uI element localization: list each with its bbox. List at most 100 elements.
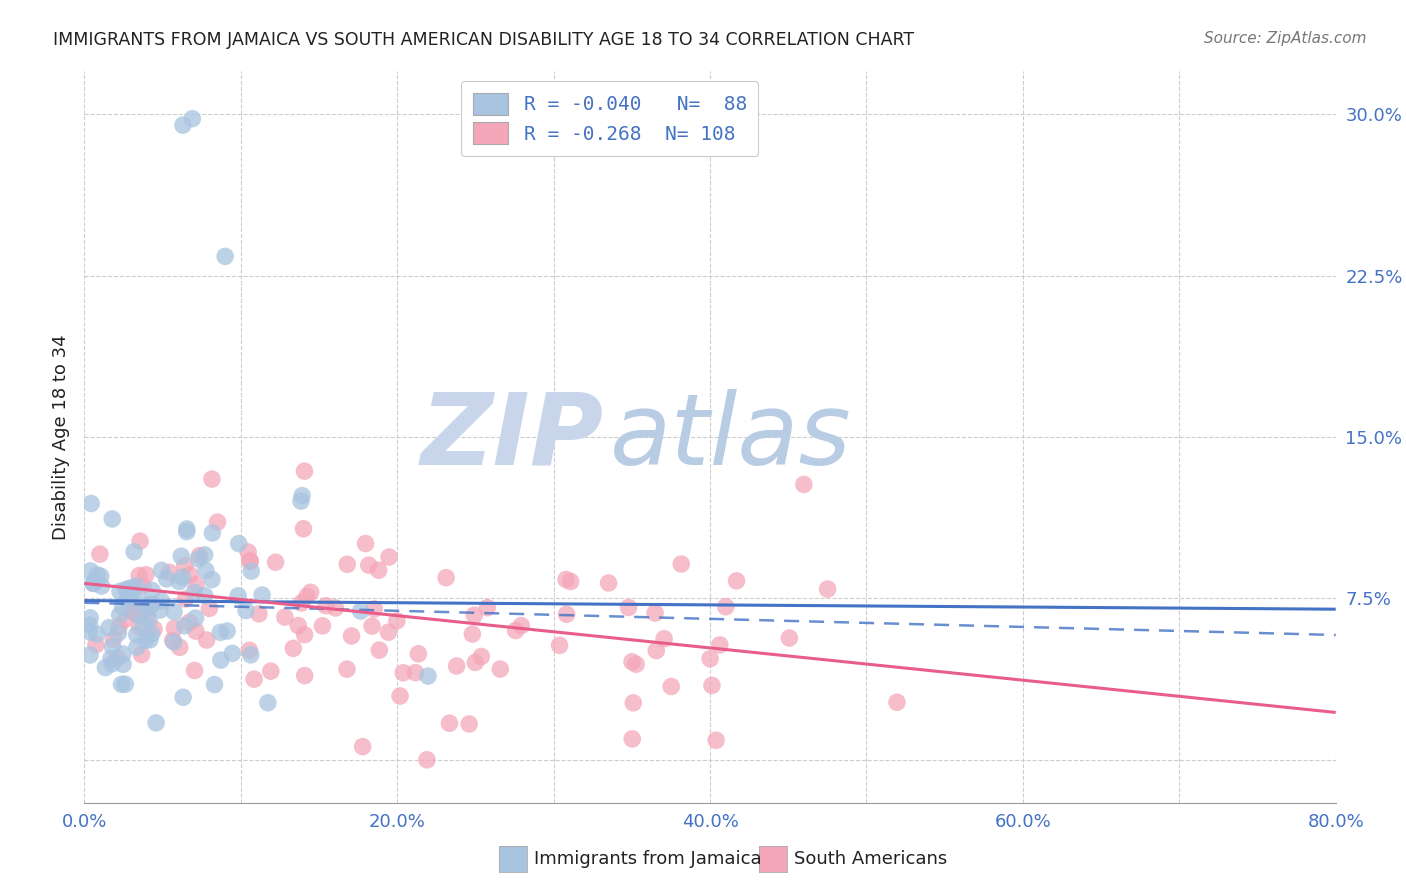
Point [560,574,582,589]
Point [112,657,135,672]
Point [82,576,104,591]
Point [195,633,218,648]
Point [416,669,439,683]
Point [340,629,363,643]
Point [201,573,224,587]
Point [108,584,131,599]
Point [183,664,205,678]
Point [108,620,131,634]
Point [295,590,318,604]
Text: Immigrants from Jamaica: Immigrants from Jamaica [534,850,762,868]
Point [778,631,800,645]
Point [477,600,499,615]
Point [204,677,226,691]
Point [79,618,101,632]
Text: atlas: atlas [610,389,852,485]
Point [294,628,316,642]
Point [617,600,640,615]
Point [170,549,193,564]
Point [291,489,314,503]
Point [114,677,136,691]
Point [209,653,232,667]
Point [354,536,377,550]
Point [181,112,204,126]
Point [671,557,693,571]
Point [361,619,384,633]
Point [645,643,668,657]
Point [652,632,675,646]
Text: IMMIGRANTS FROM JAMAICA VS SOUTH AMERICAN DISABILITY AGE 18 TO 34 CORRELATION CH: IMMIGRANTS FROM JAMAICA VS SOUTH AMERICA… [53,31,914,49]
Point [187,552,209,566]
Point [89,547,111,561]
Point [131,648,153,662]
Point [194,589,217,603]
Legend: R = -0.040   N=  88, R = -0.268  N= 108: R = -0.040 N= 88, R = -0.268 N= 108 [461,81,758,156]
Point [115,583,138,598]
Point [179,567,201,582]
Point [548,638,571,652]
Point [470,649,492,664]
Point [621,655,644,669]
Point [90,579,112,593]
Point [188,549,211,563]
Point [139,632,162,647]
Point [260,664,283,678]
Point [136,601,159,615]
Point [598,576,620,591]
Point [290,494,312,508]
Point [84,638,107,652]
Point [194,564,217,578]
Point [250,588,273,602]
Point [149,603,172,617]
Point [367,563,389,577]
Point [325,601,347,615]
Point [243,672,266,686]
Point [111,599,134,614]
Point [132,618,155,632]
Point [125,627,148,641]
Point [128,620,150,634]
Point [184,577,207,591]
Point [135,567,157,582]
Point [283,641,305,656]
Point [110,677,132,691]
Point [239,554,262,568]
Point [236,545,259,559]
Point [169,640,191,655]
Point [416,753,439,767]
Point [163,605,186,619]
Point [336,662,359,676]
Text: ZIP: ZIP [420,389,603,485]
Point [434,571,457,585]
Point [138,613,160,627]
Point [709,638,731,652]
Point [201,472,224,486]
Point [505,624,527,638]
Point [107,626,129,640]
Point [238,643,260,657]
Point [101,657,124,671]
Y-axis label: Disability Age 18 to 34: Disability Age 18 to 34 [52,334,70,540]
Point [183,585,205,599]
Point [90,569,112,583]
Point [150,563,173,577]
Point [292,522,315,536]
Point [83,576,105,591]
Point [86,568,108,582]
Point [167,574,190,589]
Point [294,668,316,682]
Point [172,118,194,132]
Point [132,579,155,593]
Point [235,603,257,617]
Point [257,696,280,710]
Point [172,690,194,705]
Point [176,522,198,536]
Text: Source: ZipAtlas.com: Source: ZipAtlas.com [1204,31,1367,46]
Point [336,558,359,572]
Point [239,554,262,568]
Point [555,607,578,622]
Point [299,585,322,599]
Point [129,534,152,549]
Point [228,536,250,550]
Point [659,680,682,694]
